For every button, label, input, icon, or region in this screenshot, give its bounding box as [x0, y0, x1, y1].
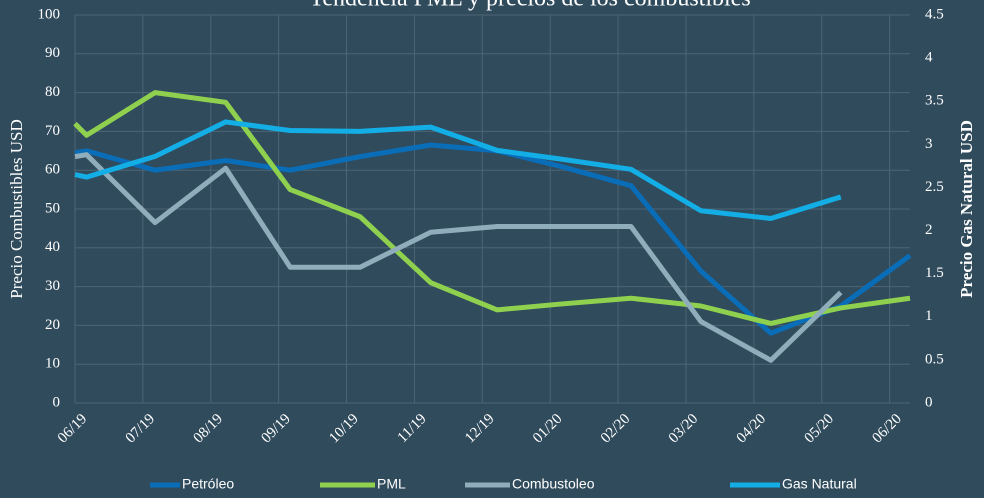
legend-label: Gas Natural: [782, 476, 857, 492]
series-line: [73, 90, 911, 326]
y-tick-label: 90: [45, 45, 60, 61]
y2-tick-label: 4.5: [925, 6, 944, 22]
y-axis-label: Precio Combustibles USD: [7, 119, 26, 298]
y-tick-label: 70: [45, 123, 60, 139]
y-tick-label: 40: [45, 239, 60, 255]
x-tick-label: 11/19: [395, 411, 430, 446]
y2-tick-label: 3.5: [925, 93, 944, 109]
y2-tick-label: 4: [925, 50, 933, 66]
y-tick-label: 80: [45, 84, 60, 100]
x-tick-label: 08/19: [191, 411, 226, 446]
legend-label: Combustoleo: [512, 476, 595, 492]
y2-tick-label: 0.5: [925, 351, 944, 367]
y2-tick-label: 3: [925, 136, 933, 152]
y-tick-label: 0: [53, 394, 61, 410]
y-tick-label: 100: [38, 6, 61, 22]
x-tick-label: 03/20: [666, 411, 701, 446]
y-tick-label: 30: [45, 278, 60, 294]
legend-label: Petróleo: [182, 476, 234, 492]
y2-tick-label: 1.5: [925, 265, 944, 281]
y-tick-label: 10: [45, 356, 60, 372]
x-tick-label: 07/19: [123, 411, 158, 446]
x-tick-label: 06/20: [869, 411, 904, 446]
x-tick-label: 01/20: [530, 411, 565, 446]
y2-tick-label: 0: [925, 394, 933, 410]
x-tick-label: 09/19: [258, 411, 293, 446]
x-tick-label: 12/19: [462, 411, 497, 446]
y2-tick-label: 2: [925, 222, 933, 238]
legend-label: PML: [377, 476, 406, 492]
y2-axis-label: Precio Gas Natural USD: [957, 120, 976, 298]
y-tick-label: 50: [45, 200, 60, 216]
y2-tick-label: 1: [925, 308, 933, 324]
series-line: [74, 152, 843, 363]
x-tick-label: 05/20: [802, 411, 837, 446]
y-tick-label: 60: [45, 162, 60, 178]
chart-title: Tendencia PML y precios de los combustib…: [309, 0, 750, 12]
series-line: [74, 142, 912, 336]
y2-tick-label: 2.5: [925, 179, 944, 195]
x-tick-label: 04/20: [734, 411, 769, 446]
y-tick-label: 20: [45, 317, 60, 333]
x-tick-label: 02/20: [598, 411, 633, 446]
x-tick-label: 06/19: [55, 411, 90, 446]
x-tick-label: 10/19: [326, 411, 361, 446]
series-line: [74, 119, 842, 221]
